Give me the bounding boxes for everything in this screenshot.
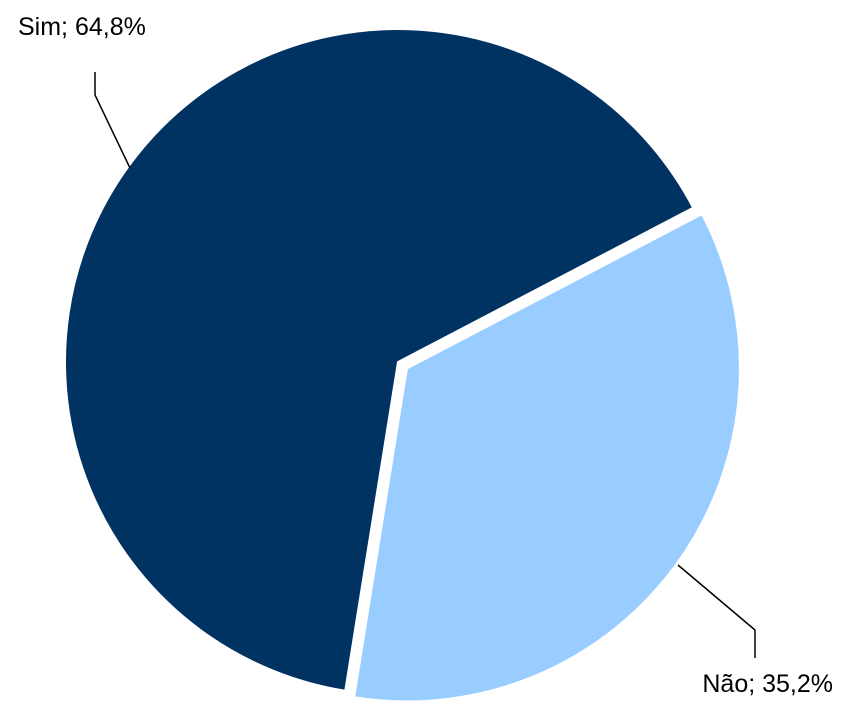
data-label: Sim; 64,8% <box>18 13 146 41</box>
pie-slice <box>352 212 741 703</box>
data-label: Não; 35,2% <box>702 670 833 698</box>
leader-line <box>94 72 131 169</box>
leader-line <box>677 564 756 658</box>
pie-slice <box>64 28 695 692</box>
